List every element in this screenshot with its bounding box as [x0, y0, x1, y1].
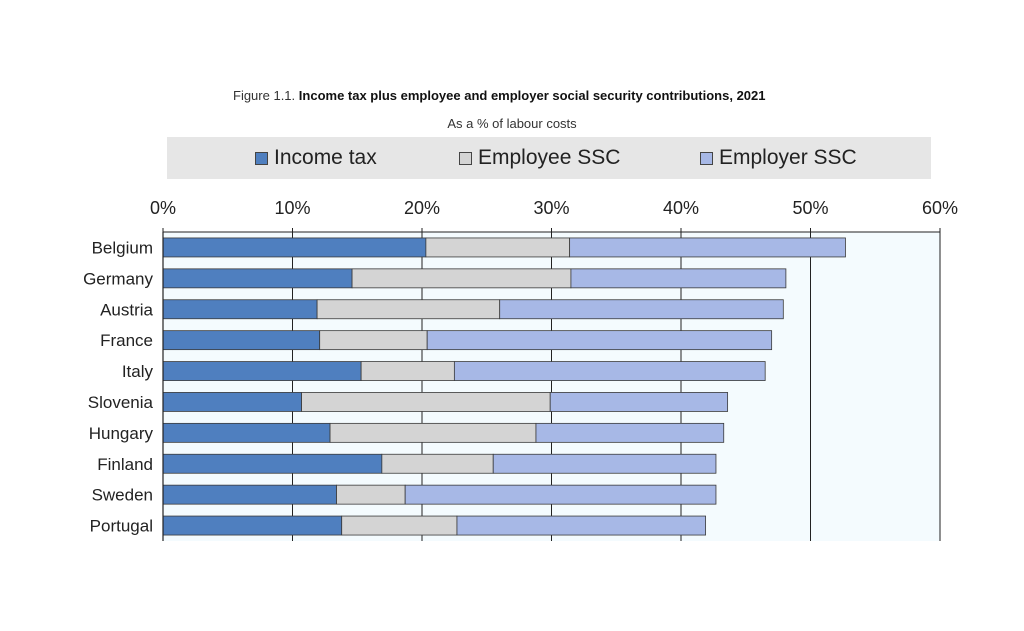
- category-label-france: France: [100, 331, 153, 350]
- bar-portugal-income-tax: [162, 515, 343, 536]
- bar-sweden-income-tax: [162, 484, 337, 505]
- bar-france-income-tax: [162, 330, 321, 351]
- bar-finland-employer-ssc: [492, 453, 717, 474]
- legend-swatch-income-tax: [255, 151, 268, 165]
- bar-france-employer-ssc: [426, 330, 773, 351]
- x-tick-label-60: 60%: [922, 198, 958, 218]
- bar-austria-income-tax: [162, 299, 318, 320]
- bar-hungary-employee-ssc: [329, 422, 537, 443]
- bar-belgium-employer-ssc: [569, 237, 846, 258]
- category-label-finland: Finland: [97, 455, 153, 474]
- bar-germany-employer-ssc: [570, 268, 787, 289]
- category-label-sweden: Sweden: [92, 486, 153, 505]
- bar-hungary-employer-ssc: [535, 422, 725, 443]
- bar-austria-employee-ssc: [316, 299, 501, 320]
- figure-number: Figure 1.1.: [233, 88, 296, 103]
- x-tick-label-10: 10%: [274, 198, 310, 218]
- bar-italy-employer-ssc: [453, 361, 766, 381]
- chart-subtitle: As a % of labour costs: [447, 116, 577, 131]
- bar-belgium-employee-ssc: [425, 237, 571, 258]
- legend-swatch-employee-ssc: [459, 151, 472, 165]
- x-tick-label-20: 20%: [404, 198, 440, 218]
- bar-france-employee-ssc: [319, 330, 428, 351]
- chart-title: Income tax plus employee and employer so…: [298, 88, 766, 103]
- bar-finland-employee-ssc: [381, 453, 494, 474]
- bar-portugal-employer-ssc: [456, 515, 707, 536]
- bar-sweden-employer-ssc: [404, 484, 717, 505]
- legend-label-employee-ssc: Employee SSC: [478, 146, 621, 169]
- legend-label-income-tax: Income tax: [274, 146, 377, 169]
- legend-label-employer-ssc: Employer SSC: [719, 146, 857, 169]
- bar-belgium-income-tax: [162, 237, 427, 258]
- bar-hungary-income-tax: [162, 422, 331, 443]
- category-label-austria: Austria: [100, 300, 153, 319]
- bar-portugal-employee-ssc: [341, 515, 458, 536]
- bar-slovenia-income-tax: [162, 392, 302, 412]
- x-tick-label-30: 30%: [533, 198, 569, 218]
- figure-caption: Figure 1.1. Income tax plus employee and…: [233, 88, 766, 103]
- bar-italy-employee-ssc: [360, 361, 455, 381]
- bar-slovenia-employee-ssc: [301, 392, 551, 412]
- x-tick-label-0: 0%: [150, 198, 176, 218]
- bar-italy-income-tax: [162, 361, 362, 381]
- bar-finland-income-tax: [162, 453, 383, 474]
- legend-item-employee-ssc: Employee SSC: [459, 146, 620, 170]
- category-label-germany: Germany: [83, 269, 153, 288]
- x-tick-label-50: 50%: [792, 198, 828, 218]
- category-label-portugal: Portugal: [90, 517, 153, 536]
- category-label-hungary: Hungary: [89, 424, 154, 443]
- bar-sweden-employee-ssc: [336, 484, 406, 505]
- bar-slovenia-employer-ssc: [549, 392, 729, 412]
- x-tick-label-40: 40%: [663, 198, 699, 218]
- category-label-slovenia: Slovenia: [88, 393, 154, 412]
- legend: Income tax Employee SSC Employer SSC: [167, 137, 931, 179]
- category-label-belgium: Belgium: [92, 238, 153, 257]
- bar-germany-employee-ssc: [351, 268, 572, 289]
- legend-item-income-tax: Income tax: [255, 146, 377, 170]
- bar-germany-income-tax: [162, 268, 353, 289]
- bar-austria-employer-ssc: [499, 299, 784, 320]
- category-label-italy: Italy: [122, 362, 154, 381]
- legend-swatch-employer-ssc: [700, 151, 713, 165]
- legend-item-employer-ssc: Employer SSC: [700, 146, 857, 170]
